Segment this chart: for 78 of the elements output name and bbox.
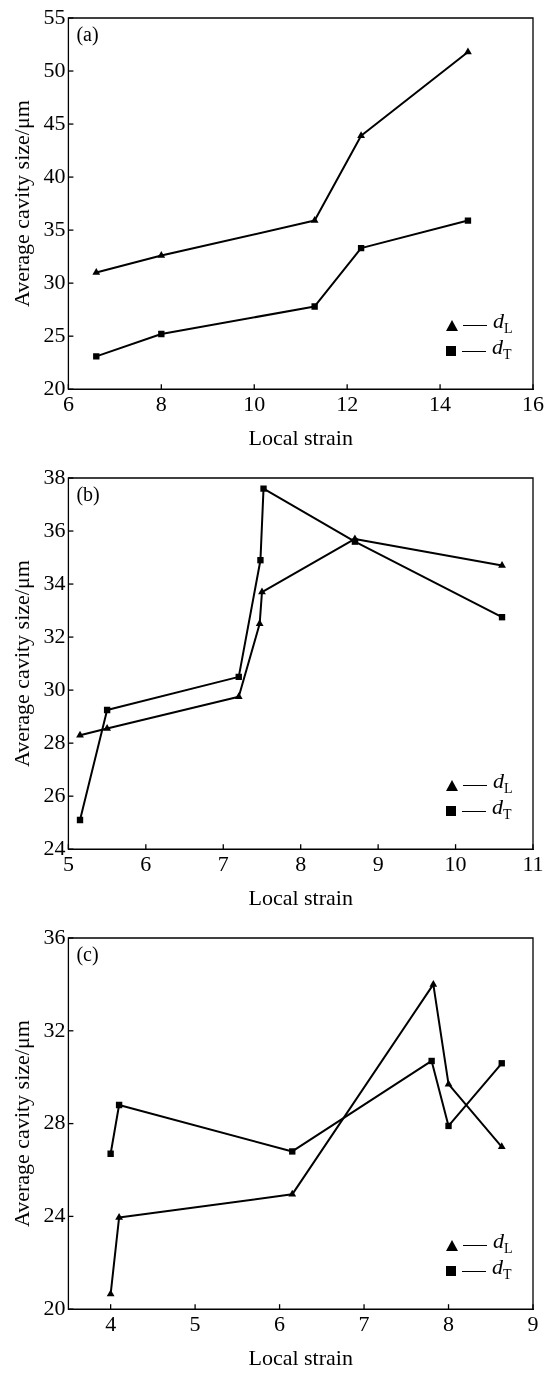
y-tick-label: 26 [43,781,66,807]
y-tick-label: 34 [43,569,66,595]
point [498,561,506,568]
legend-label: d$_{L}$ [493,308,513,337]
point [234,692,243,699]
point [445,1122,452,1130]
point [157,251,166,258]
y-tick-label: 32 [43,622,66,648]
y-tick-label: 36 [43,516,66,542]
chart-title: (a) [76,23,99,47]
legend-label: d$_{T}$ [492,334,512,363]
point [258,587,266,595]
x-tick-label: 14 [429,391,452,417]
point [464,47,472,55]
y-tick-label: 28 [43,728,66,754]
legend-label: d$_{L}$ [493,1228,513,1257]
point [289,1148,296,1155]
y-tick-label: 36 [43,923,66,949]
y-tick-label: 45 [43,109,66,135]
legend-label: d$_{L}$ [493,768,513,797]
y-axis-title: Average cavity size/μm [8,1020,34,1228]
y-axis-title: Average cavity size/μm [8,100,34,308]
point [428,1057,435,1065]
point [93,353,100,360]
y-tick-label: 55 [43,3,66,29]
y-tick-label: 38 [43,463,66,489]
y-tick-label: 30 [43,268,66,294]
y-axis-title: Average cavity size/μm [8,560,34,768]
point [288,1189,297,1197]
legend-label: d$_{T}$ [492,1254,512,1283]
point [429,979,438,987]
point [310,216,319,223]
x-axis-title: Local strain [248,884,353,910]
x-tick-label: 9 [527,1311,539,1337]
y-tick-label: 24 [43,1202,66,1228]
legend-label: d$_{T}$ [492,794,512,823]
x-tick-label: 6 [274,1311,286,1337]
x-axis-title: Local strain [248,1344,353,1370]
y-tick-label: 25 [43,321,66,347]
point [497,1142,506,1150]
x-tick-label: 9 [372,851,384,877]
chart-title: (b) [76,483,100,507]
point [92,268,101,275]
x-tick-label: 4 [105,1311,117,1337]
point [107,1150,114,1157]
x-tick-label: 6 [140,851,152,877]
y-tick-label: 28 [43,1109,66,1135]
y-tick-label: 40 [43,162,66,188]
point [255,619,264,627]
point [351,534,359,542]
x-tick-label: 16 [522,391,544,417]
point [257,557,264,564]
x-tick-label: 12 [336,391,359,417]
point [260,485,267,492]
y-tick-label: 20 [43,1294,66,1320]
point [357,131,365,138]
x-tick-label: 10 [444,851,467,877]
x-tick-label: 5 [189,1311,201,1337]
point [464,217,472,224]
x-tick-label: 7 [217,851,229,877]
point [311,303,318,310]
y-tick-label: 32 [43,1016,66,1042]
x-tick-label: 8 [443,1311,455,1337]
point [158,330,165,338]
point [115,1213,123,1220]
y-tick-label: 20 [43,374,66,400]
point [103,724,112,731]
x-tick-label: 10 [243,391,266,417]
point [444,1079,453,1087]
x-tick-label: 8 [155,391,167,417]
x-tick-label: 8 [295,851,307,877]
chart-title: (c) [76,943,99,967]
y-tick-label: 50 [43,56,66,82]
x-axis-title: Local strain [248,424,353,450]
x-tick-label: 7 [358,1311,370,1337]
y-tick-label: 30 [43,675,66,701]
x-tick-label: 11 [522,851,544,877]
y-tick-label: 35 [43,215,66,241]
